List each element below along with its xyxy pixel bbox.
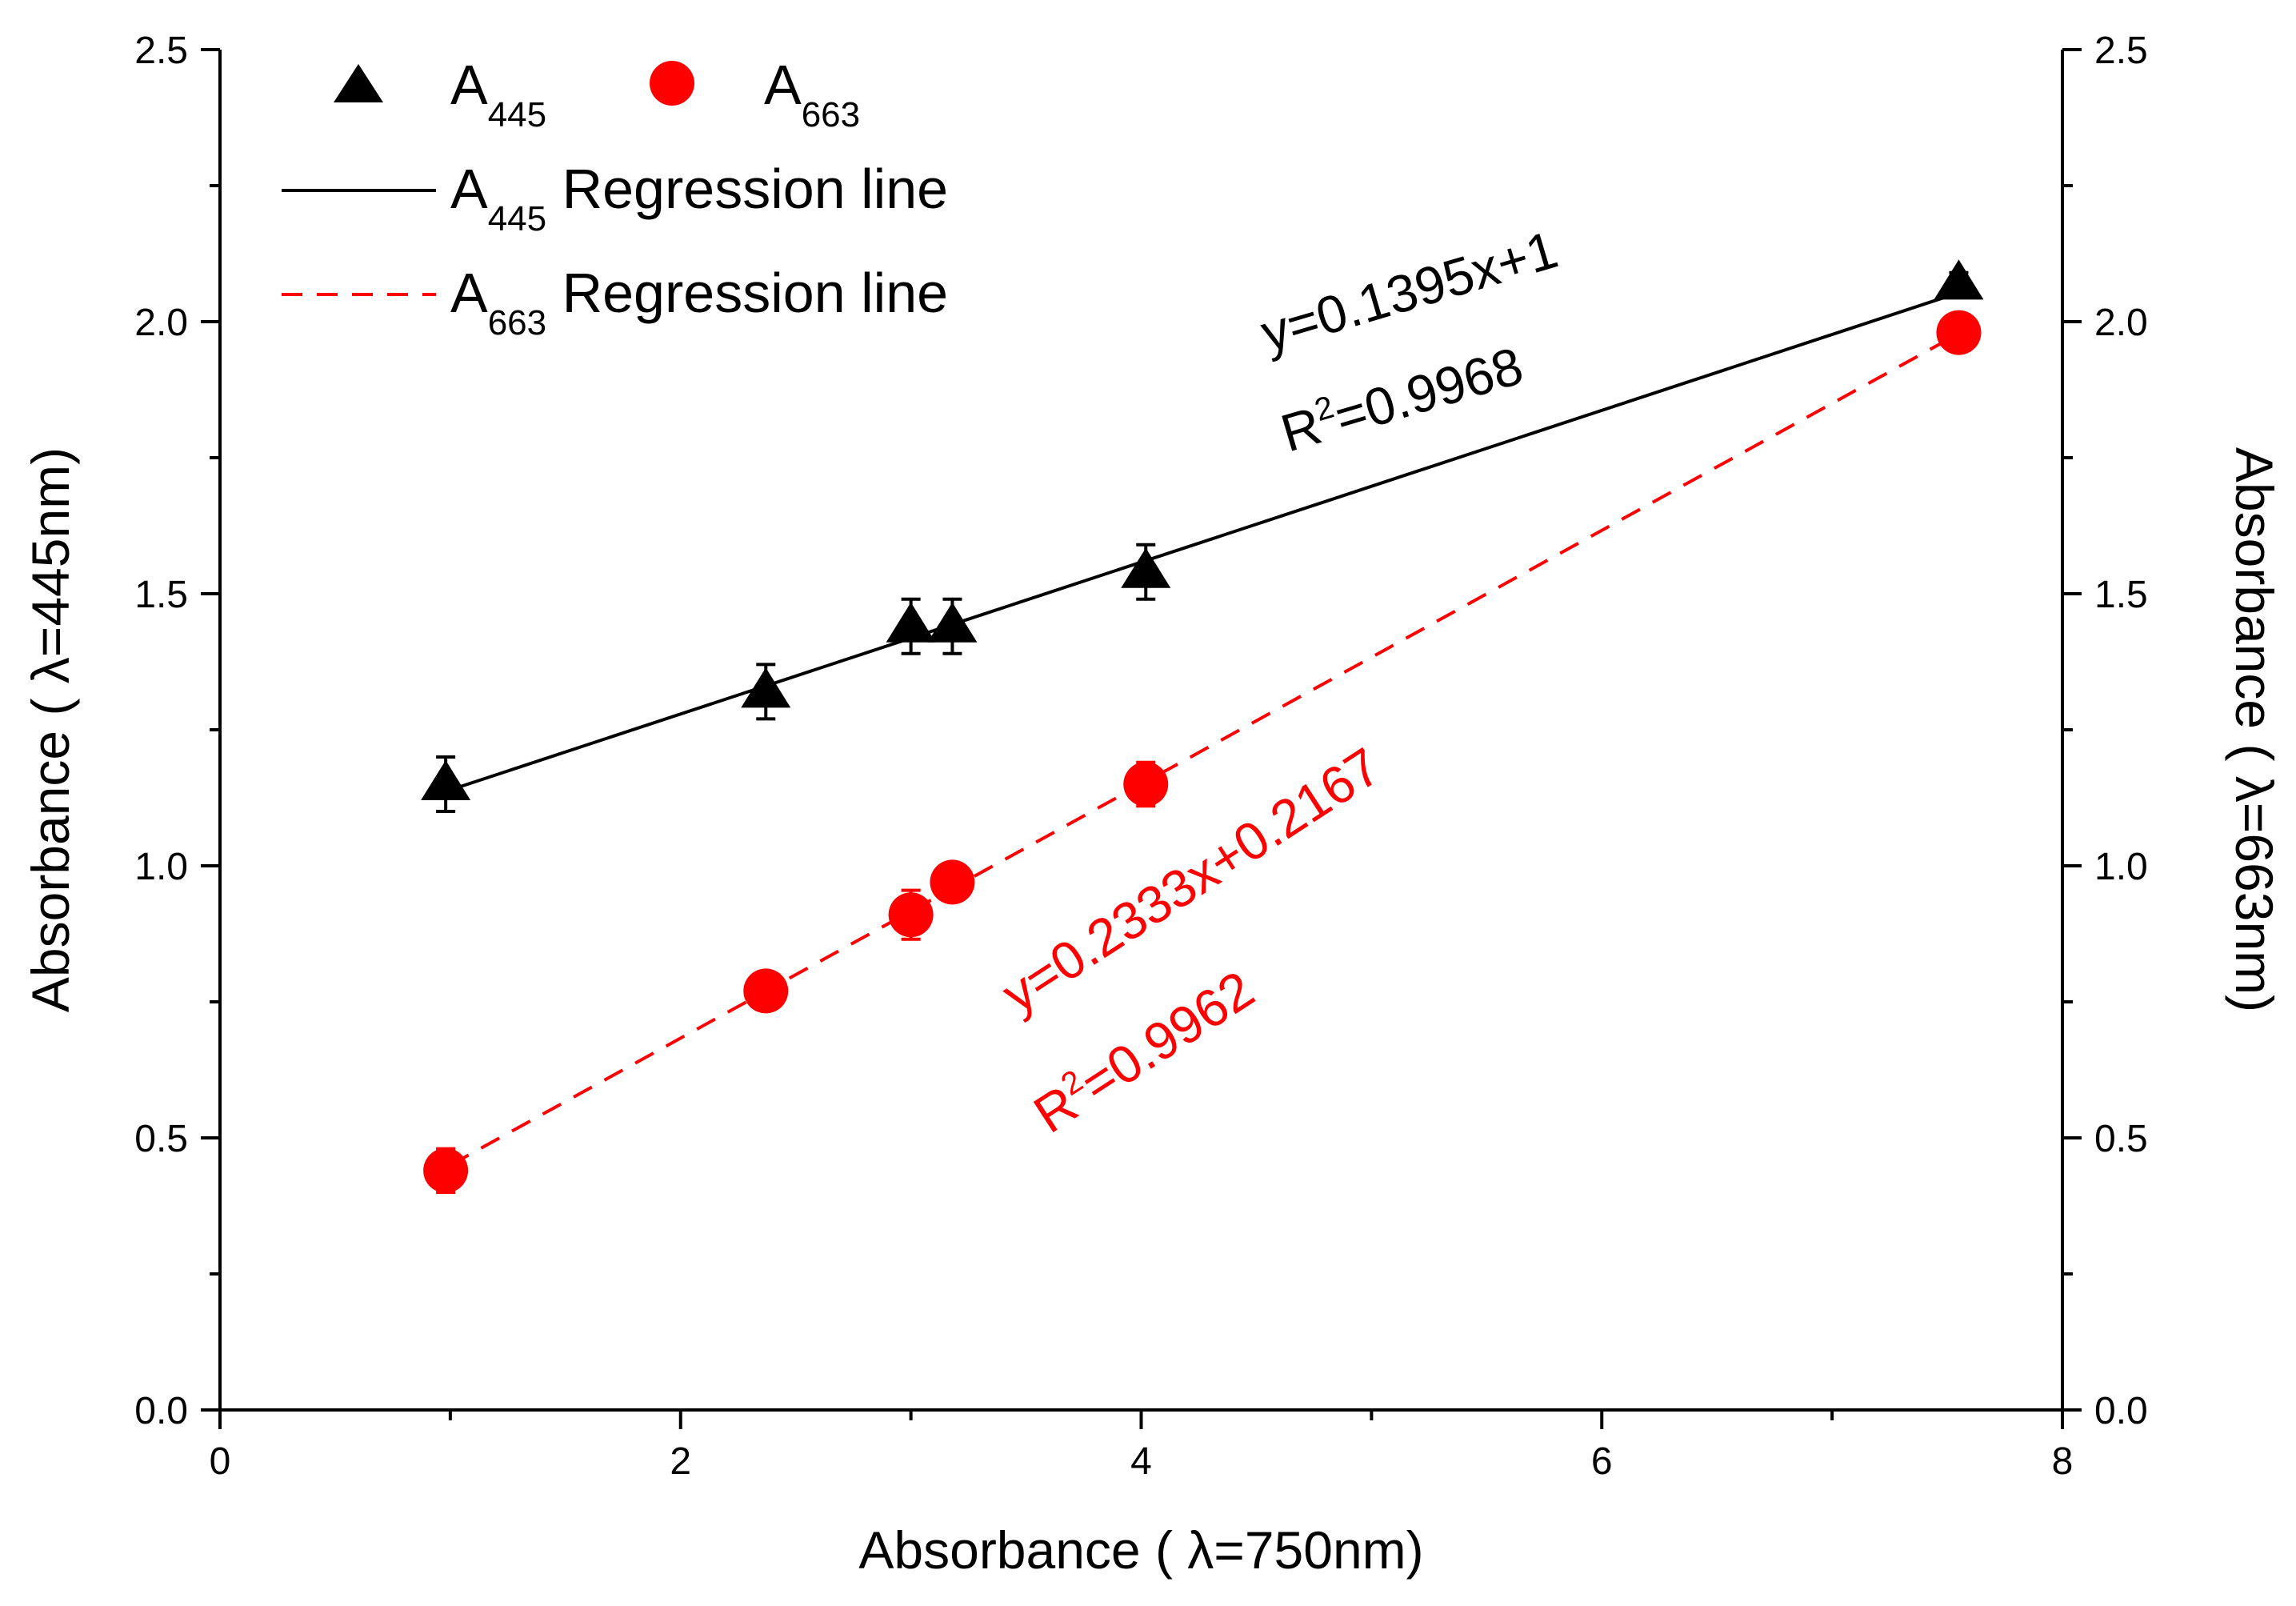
r-squared-value: =0.9962 xyxy=(1070,959,1264,1114)
data-point-a663 xyxy=(888,892,934,938)
legend-subscript: 445 xyxy=(488,199,546,238)
data-point-a445 xyxy=(421,760,471,800)
r-squared-value: =0.9968 xyxy=(1328,335,1530,447)
data-point-a445 xyxy=(741,667,791,708)
y2-tick-label: 0.5 xyxy=(2094,1118,2148,1160)
legend-subscript: 445 xyxy=(488,95,546,134)
y2-tick-label: 2.5 xyxy=(2094,30,2148,72)
data-point-a445 xyxy=(1934,259,1984,300)
data-point-a663 xyxy=(930,859,975,905)
legend-rest: Regression line xyxy=(546,158,948,220)
x-axis-title: Absorbance ( λ=750nm) xyxy=(858,1520,1423,1580)
y2-tick-label: 1.5 xyxy=(2094,574,2148,616)
legend-label-a445-regression: A445 Regression line xyxy=(450,158,948,238)
legend-main: A xyxy=(450,54,488,116)
legend-marker-a663 xyxy=(650,61,694,106)
x-tick-label: 4 xyxy=(1130,1440,1152,1483)
data-point-a445 xyxy=(927,602,978,643)
legend-label-a445: A445 xyxy=(450,54,546,134)
legend-main: A xyxy=(450,158,488,220)
regression-line-a663 xyxy=(449,332,1960,1167)
x-tick-label: 0 xyxy=(210,1440,231,1483)
y-tick-label: 1.5 xyxy=(134,574,188,616)
y-tick-label: 0.0 xyxy=(134,1390,188,1432)
y-axis-title: Absorbance ( λ=445nm) xyxy=(21,447,80,1012)
y2-tick-label: 1.0 xyxy=(2094,846,2148,888)
legend-marker-a445 xyxy=(334,64,383,102)
equation-a445: y=0.1395x+1 xyxy=(1254,219,1564,362)
legend-main: A xyxy=(764,54,802,116)
legend-label-a663-regression: A663 Regression line xyxy=(450,262,948,342)
y-tick-label: 0.5 xyxy=(134,1118,188,1160)
data-point-a445 xyxy=(886,602,936,643)
data-point-a663 xyxy=(1123,762,1169,807)
y2-axis-title: Absorbance ( λ=663nm) xyxy=(2225,447,2284,1012)
equation-a663: y=0.2333x+0.2167 xyxy=(991,736,1390,1024)
y2-tick-label: 0.0 xyxy=(2094,1390,2148,1432)
y-tick-label: 2.0 xyxy=(134,302,188,344)
legend-subscript: 663 xyxy=(488,303,546,342)
regression-line-a445 xyxy=(450,290,1960,792)
y-tick-label: 1.0 xyxy=(134,846,188,888)
legend-main: A xyxy=(450,262,488,324)
y2-tick-label: 2.0 xyxy=(2094,302,2148,344)
data-point-a663 xyxy=(423,1147,469,1193)
x-tick-label: 6 xyxy=(1591,1440,1613,1483)
legend-label-a663: A663 xyxy=(764,54,860,134)
data-point-a663 xyxy=(1936,310,1982,355)
y-tick-label: 2.5 xyxy=(134,30,188,72)
data-point-a663 xyxy=(743,968,789,1014)
r-squared-a445: R2=0.9968 xyxy=(1274,334,1530,463)
x-tick-label: 2 xyxy=(670,1440,691,1483)
x-tick-label: 8 xyxy=(2052,1440,2074,1483)
legend-subscript: 663 xyxy=(802,95,860,134)
legend-rest: Regression line xyxy=(546,262,948,324)
data-point-a445 xyxy=(1121,547,1171,588)
